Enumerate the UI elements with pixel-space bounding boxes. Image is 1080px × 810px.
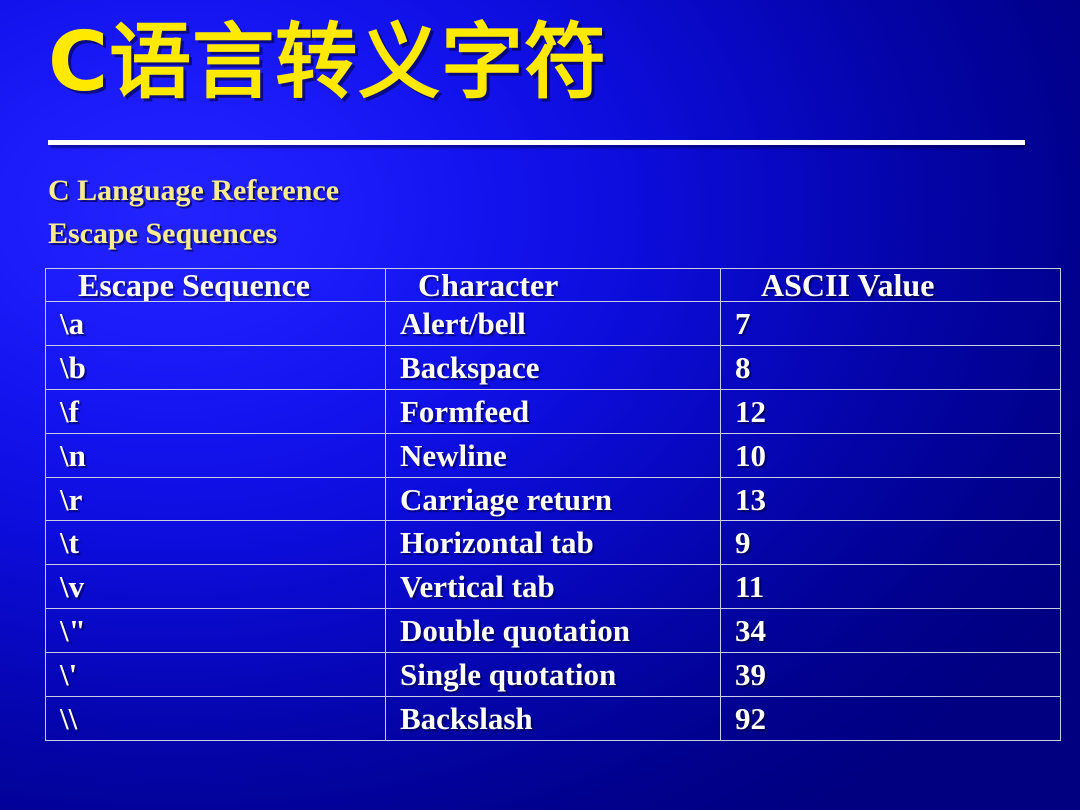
cell-ascii-value: 10 (720, 432, 1061, 478)
table-row: \r Carriage return 13 (45, 476, 1061, 522)
table-row: \" Double quotation 34 (45, 608, 1061, 654)
table-row: \a Alert/bell 7 (45, 301, 1061, 346)
cell-escape-sequence: \f (45, 388, 386, 434)
table-row: \t Horizontal tab 9 (45, 520, 1061, 566)
subtitle-line-1: C Language Reference (48, 174, 340, 207)
cell-ascii-value: 12 (720, 388, 1061, 434)
cell-ascii-value: 9 (720, 520, 1061, 566)
subtitle-block: C Language Reference Escape Sequences (48, 170, 948, 255)
cell-ascii-value: 11 (720, 564, 1061, 610)
title-underline-rule (48, 140, 1025, 145)
cell-escape-sequence: \r (45, 476, 386, 522)
page-title: C语言转义字符 (48, 15, 608, 110)
table-row: \v Vertical tab 11 (45, 564, 1061, 610)
escape-sequence-table-container: Escape Sequence Character ASCII Value \a… (45, 268, 1061, 741)
table-row: \\ Backslash 92 (45, 696, 1061, 741)
cell-escape-sequence: \\ (45, 696, 386, 741)
table-row: \b Backspace 8 (45, 344, 1061, 390)
cell-character: Vertical tab (385, 564, 721, 610)
title-block: C语言转义字符 (48, 15, 1038, 110)
cell-ascii-value: 39 (720, 652, 1061, 698)
cell-character: Backspace (385, 344, 721, 390)
cell-character: Alert/bell (385, 301, 721, 346)
table-row: \n Newline 10 (45, 432, 1061, 478)
cell-escape-sequence: \b (45, 344, 386, 390)
cell-character: Newline (385, 432, 721, 478)
cell-ascii-value: 92 (720, 696, 1061, 741)
cell-escape-sequence: \t (45, 520, 386, 566)
column-header-character: Character (385, 268, 721, 302)
cell-character: Backslash (385, 696, 721, 741)
table-header: Escape Sequence Character ASCII Value (45, 268, 1061, 302)
cell-escape-sequence: \' (45, 652, 386, 698)
table-row: \f Formfeed 12 (45, 388, 1061, 434)
table-body: \a Alert/bell 7 \b Backspace 8 \f Formfeed 12 \n N… (45, 301, 1061, 741)
cell-character: Single quotation (385, 652, 721, 698)
escape-sequence-table: Escape Sequence Character ASCII Value \a… (45, 268, 1061, 741)
cell-ascii-value: 34 (720, 608, 1061, 654)
cell-escape-sequence: \" (45, 608, 386, 654)
subtitle-line-2: Escape Sequences (48, 216, 278, 250)
cell-escape-sequence: \v (45, 564, 386, 610)
cell-character: Horizontal tab (385, 520, 721, 566)
table-header-row: Escape Sequence Character ASCII Value (45, 268, 1061, 302)
cell-character: Carriage return (385, 476, 721, 522)
column-header-escape-sequence: Escape Sequence (45, 268, 386, 302)
cell-ascii-value: 13 (720, 476, 1061, 522)
cell-character: Formfeed (385, 388, 721, 434)
cell-escape-sequence: \n (45, 432, 386, 478)
cell-escape-sequence: \a (45, 301, 386, 346)
cell-ascii-value: 7 (720, 301, 1061, 346)
cell-character: Double quotation (385, 608, 721, 654)
table-row: \' Single quotation 39 (45, 652, 1061, 698)
column-header-ascii-value: ASCII Value (720, 268, 1061, 302)
cell-ascii-value: 8 (720, 344, 1061, 390)
